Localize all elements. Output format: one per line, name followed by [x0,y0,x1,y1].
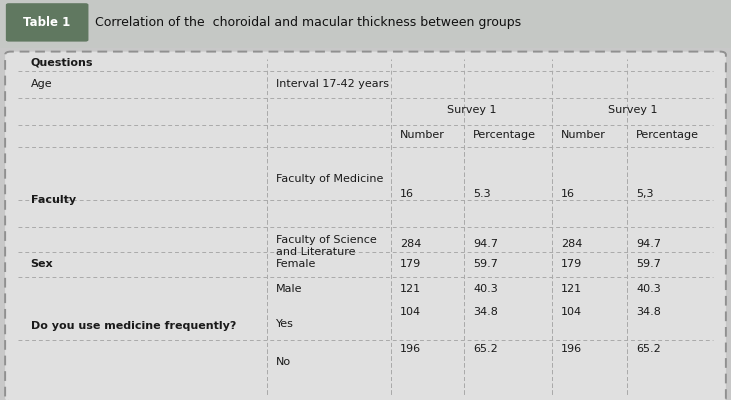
FancyBboxPatch shape [5,52,726,400]
Text: 284: 284 [400,239,421,249]
Text: 121: 121 [400,284,421,294]
Text: No: No [276,357,291,367]
Text: Yes: Yes [276,319,293,329]
Text: Percentage: Percentage [636,130,699,140]
Text: and Literature: and Literature [276,247,355,257]
Text: 65.2: 65.2 [473,344,498,354]
Text: 94.7: 94.7 [636,239,661,249]
Text: Faculty of Science: Faculty of Science [276,235,376,245]
Text: 196: 196 [400,344,421,354]
Text: Faculty: Faculty [31,195,76,205]
Text: Faculty of Medicine: Faculty of Medicine [276,174,383,184]
Text: Do you use medicine frequently?: Do you use medicine frequently? [31,321,236,331]
Text: 5.3: 5.3 [473,189,491,199]
Text: 16: 16 [561,189,575,199]
Text: 34.8: 34.8 [636,307,661,317]
Text: Questions: Questions [31,58,93,68]
Text: Sex: Sex [31,259,53,269]
Text: 34.8: 34.8 [473,307,498,317]
Text: 65.2: 65.2 [636,344,661,354]
Text: 284: 284 [561,239,582,249]
Text: Survey 1: Survey 1 [447,106,496,116]
Text: Correlation of the  choroidal and macular thickness between groups: Correlation of the choroidal and macular… [95,16,521,29]
Text: 121: 121 [561,284,582,294]
FancyBboxPatch shape [6,3,88,42]
Text: 179: 179 [561,259,582,269]
Text: 104: 104 [400,307,421,317]
Text: Interval 17-42 years: Interval 17-42 years [276,79,389,89]
Text: 59.7: 59.7 [636,259,661,269]
Text: 59.7: 59.7 [473,259,498,269]
Text: 196: 196 [561,344,582,354]
Text: 104: 104 [561,307,582,317]
Text: 179: 179 [400,259,421,269]
Text: Female: Female [276,259,316,269]
Text: Age: Age [31,79,53,89]
Text: 40.3: 40.3 [473,284,498,294]
Text: Survey 1: Survey 1 [607,106,657,116]
FancyBboxPatch shape [0,0,731,48]
Text: 94.7: 94.7 [473,239,498,249]
Text: Number: Number [400,130,444,140]
Text: Number: Number [561,130,605,140]
Text: 40.3: 40.3 [636,284,661,294]
Text: Male: Male [276,284,302,294]
Text: 16: 16 [400,189,414,199]
Text: Percentage: Percentage [473,130,536,140]
Text: Table 1: Table 1 [23,16,70,29]
Text: 5,3: 5,3 [636,189,654,199]
